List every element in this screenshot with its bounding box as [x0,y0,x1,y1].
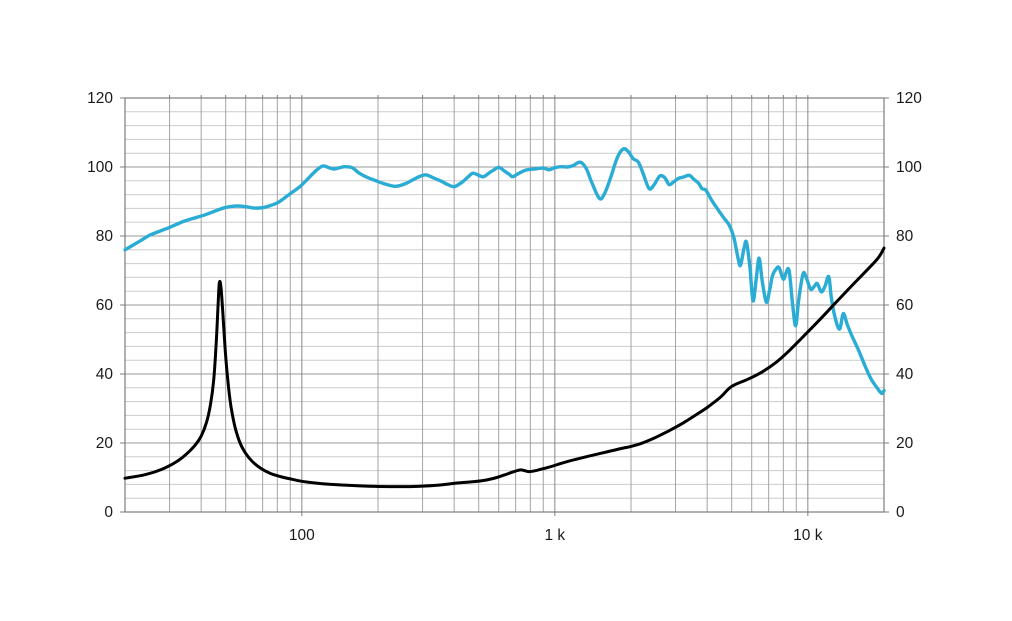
x-axis-tick-label: 100 [289,527,315,544]
y-axis-tick-label-left: 80 [96,228,114,245]
y-axis-tick-label-right: 0 [896,504,905,521]
y-axis-tick-label-right: 120 [896,90,922,107]
y-axis-tick-label-left: 120 [87,90,113,107]
y-axis-tick-label-right: 80 [896,228,914,245]
y-axis-tick-label-right: 60 [896,297,914,314]
y-axis-tick-label-right: 20 [896,435,914,452]
y-axis-tick-label-left: 40 [96,366,114,383]
x-axis-tick-label: 10 k [793,527,823,544]
y-axis-tick-label-right: 40 [896,366,914,383]
impedance-curve [123,246,886,489]
y-axis-tick-label-right: 100 [896,159,922,176]
frequency-response-spl-curve [123,147,886,396]
y-axis-tick-label-left: 100 [87,159,113,176]
y-axis-tick-label-left: 60 [96,297,114,314]
x-axis-tick-label: 1 k [544,527,565,544]
y-axis-tick-label-left: 0 [104,504,113,521]
y-axis-tick-label-left: 20 [96,435,114,452]
